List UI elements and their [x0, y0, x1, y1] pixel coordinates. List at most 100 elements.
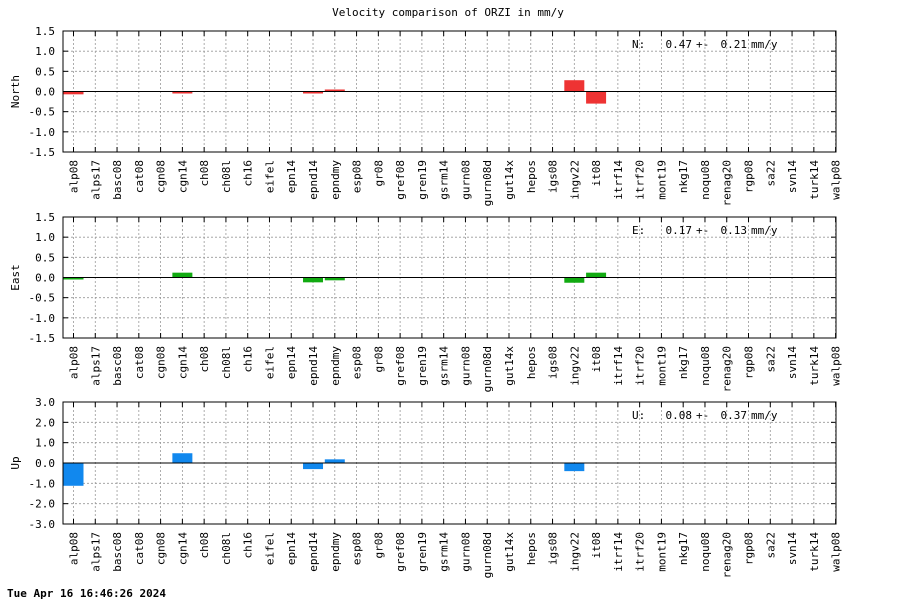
category-label: gref08	[394, 346, 407, 386]
category-label: gr08	[372, 160, 385, 187]
category-label: eifel	[263, 160, 276, 193]
category-label: sa22	[764, 346, 777, 373]
category-label: ingv22	[568, 346, 581, 386]
category-label: walp08	[830, 532, 843, 572]
category-label: noqu08	[699, 160, 712, 200]
bar-alp08	[63, 91, 84, 95]
category-label: ch08	[198, 346, 211, 373]
category-label: turk14	[808, 346, 821, 386]
category-label: epnd14	[307, 532, 320, 572]
category-label: ch08l	[220, 160, 233, 193]
category-label: alps17	[89, 160, 102, 200]
category-label: gurn08	[459, 160, 472, 200]
ytick-label: 3.0	[35, 396, 55, 409]
bar-alp08	[63, 277, 84, 280]
category-label: rgp08	[743, 532, 756, 565]
category-label: svn14	[786, 160, 799, 193]
stat-value: 0.17	[666, 224, 693, 237]
chart-title: Velocity comparison of ORZI in mm/y	[332, 6, 564, 19]
category-label: gurn08d	[481, 160, 494, 206]
category-label: cgn14	[176, 532, 189, 565]
category-label: mont19	[655, 346, 668, 386]
panel-east: 1.5 1.0 0.5 0.0 -0.5 -1.0 -1.5 alp08 alps17 basc0…	[9, 211, 843, 392]
ytick-label: -2.0	[29, 498, 56, 511]
bar-epndmy	[324, 459, 345, 463]
category-label: it08	[590, 532, 603, 559]
stat-sigma: 0.21	[721, 38, 748, 51]
stat-label: U:	[632, 409, 645, 422]
bar-cgn14	[172, 272, 193, 278]
ytick-label: 1.0	[35, 231, 55, 244]
category-label: hepos	[525, 160, 538, 193]
category-label: cat08	[133, 532, 146, 565]
category-label: alp08	[68, 160, 81, 193]
category-label: gsrm14	[438, 532, 451, 572]
category-label: ch16	[242, 160, 255, 187]
category-label: esp08	[351, 160, 364, 193]
category-label: alps17	[89, 346, 102, 386]
ytick-label: -1.0	[29, 477, 56, 490]
stat-sigma: 0.37	[721, 409, 748, 422]
category-label: igs08	[547, 532, 560, 565]
panel-north: 1.5 1.0 0.5 0.0 -0.5 -1.0 -1.5 alp08 alps17 basc0…	[9, 25, 843, 206]
category-label: gut14x	[503, 346, 516, 386]
category-label: basc08	[111, 346, 124, 386]
category-label: igs08	[547, 346, 560, 379]
stat-plusminus: +-	[696, 409, 709, 422]
category-label: itrf20	[634, 532, 647, 572]
category-label: alps17	[89, 532, 102, 572]
bar-ingv22	[564, 277, 585, 283]
stat-value: 0.08	[666, 409, 693, 422]
category-label: cgn08	[155, 532, 168, 565]
category-label: it08	[590, 346, 603, 373]
category-label: cat08	[133, 160, 146, 193]
category-label: epndmy	[329, 532, 342, 572]
category-label: gr08	[372, 532, 385, 559]
bar-ingv22	[564, 80, 585, 92]
ytick-label: -0.5	[29, 106, 56, 119]
category-label: basc08	[111, 532, 124, 572]
bar-epndmy	[324, 89, 345, 92]
category-label: svn14	[786, 532, 799, 565]
stat-sigma: 0.13	[721, 224, 748, 237]
ytick-label: 1.0	[35, 45, 55, 58]
category-label: gut14x	[503, 160, 516, 200]
bar-cgn14	[172, 453, 193, 463]
category-label: turk14	[808, 160, 821, 200]
category-label: ch08	[198, 532, 211, 559]
category-label: cgn08	[155, 346, 168, 379]
ytick-label: 0.5	[35, 251, 55, 264]
category-label: gr08	[372, 346, 385, 373]
category-label: epndmy	[329, 160, 342, 200]
category-label: epn14	[285, 346, 298, 379]
category-label: eifel	[263, 346, 276, 379]
category-label: itrf20	[634, 346, 647, 386]
ytick-label: 0.0	[35, 86, 55, 99]
bar-alp08	[63, 463, 84, 486]
stat-label: N:	[632, 38, 645, 51]
bar-it08	[586, 91, 607, 104]
bar-cgn14	[172, 91, 193, 94]
y-axis-label: North	[9, 75, 22, 108]
category-label: alp08	[68, 532, 81, 565]
ytick-label: 0.0	[35, 272, 55, 285]
category-label: noqu08	[699, 532, 712, 572]
bar-epnd14	[303, 463, 324, 470]
category-label: eifel	[263, 532, 276, 565]
category-label: mont19	[655, 160, 668, 200]
stat-unit: mm/y	[751, 409, 778, 422]
category-label: hepos	[525, 532, 538, 565]
category-label: cgn14	[176, 160, 189, 193]
category-label: ch08l	[220, 346, 233, 379]
category-label: epn14	[285, 532, 298, 565]
category-label: alp08	[68, 346, 81, 379]
bar-epnd14	[303, 277, 324, 283]
category-label: gren19	[416, 346, 429, 386]
ytick-label: -1.5	[29, 332, 56, 345]
category-label: itrf14	[612, 160, 625, 200]
stat-plusminus: +-	[696, 224, 709, 237]
ytick-label: -1.0	[29, 126, 56, 139]
category-label: itrf20	[634, 160, 647, 200]
